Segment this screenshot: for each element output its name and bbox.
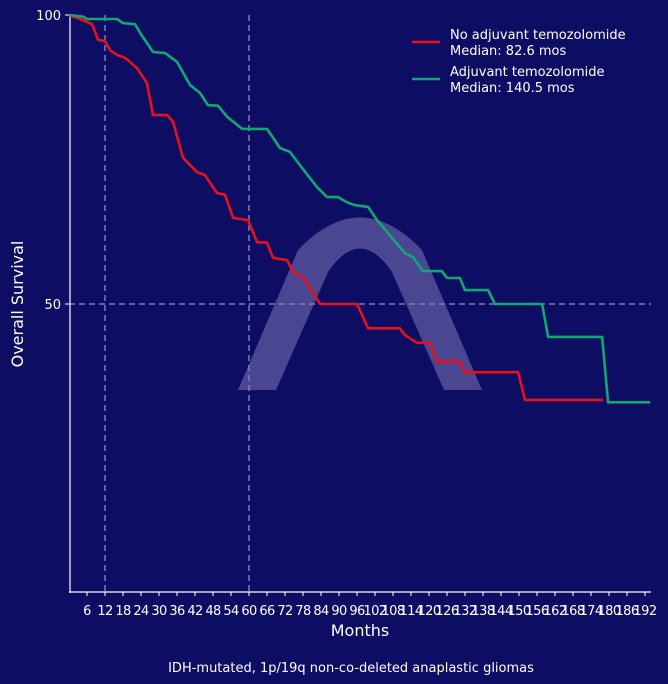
x-tick-label: 120 [417, 604, 440, 619]
x-tick-label: 18 [115, 604, 131, 619]
x-tick-label: 114 [399, 604, 422, 619]
x-tick-label: 72 [277, 604, 292, 619]
x-tick-label: 168 [561, 604, 584, 619]
x-tick-label: 60 [241, 604, 257, 619]
x-tick-label: 48 [205, 604, 221, 619]
legend-median: Median: 140.5 mos [450, 81, 575, 96]
x-tick-label: 90 [331, 604, 347, 619]
x-tick-label: 186 [615, 604, 638, 619]
x-tick-label: 30 [151, 604, 167, 619]
x-tick-label: 108 [381, 604, 404, 619]
x-tick-label: 66 [259, 604, 275, 619]
x-tick-label: 42 [187, 604, 202, 619]
x-tick-label: 126 [435, 604, 458, 619]
x-tick-label: 6 [83, 604, 91, 619]
x-tick-label: 132 [453, 604, 476, 619]
x-tick-label: 192 [633, 604, 656, 619]
x-tick-label: 12 [97, 604, 112, 619]
x-tick-label: 138 [471, 604, 494, 619]
watermark-logo [238, 217, 482, 390]
x-tick-label: 84 [313, 604, 329, 619]
series-line-adjuvant-temozolomide [68, 13, 651, 404]
y-tick-label: 50 [44, 298, 61, 313]
x-tick-label: 78 [295, 604, 311, 619]
y-axis-label: Overall Survival [8, 241, 27, 368]
legend-label: No adjuvant temozolomide [450, 28, 626, 43]
series-line-no-adjuvant-temozolomide [68, 13, 603, 402]
x-tick-label: 24 [133, 604, 149, 619]
x-tick-label: 102 [363, 604, 386, 619]
x-tick-label: 36 [169, 604, 185, 619]
x-tick-label: 174 [579, 604, 602, 619]
x-tick-label: 162 [543, 604, 566, 619]
x-tick-label: 144 [489, 604, 512, 619]
x-axis-label: Months [331, 621, 389, 640]
y-tick-label: 100 [36, 9, 61, 24]
x-tick-label: 180 [597, 604, 620, 619]
legend-label: Adjuvant temozolomide [450, 65, 604, 80]
x-tick-label: 54 [223, 604, 239, 619]
x-tick-label: 96 [349, 604, 365, 619]
x-tick-label: 156 [525, 604, 548, 619]
legend-median: Median: 82.6 mos [450, 44, 566, 59]
x-tick-label: 150 [507, 604, 530, 619]
chart-caption: IDH-mutated, 1p/19q non-co-deleted anapl… [168, 661, 534, 676]
